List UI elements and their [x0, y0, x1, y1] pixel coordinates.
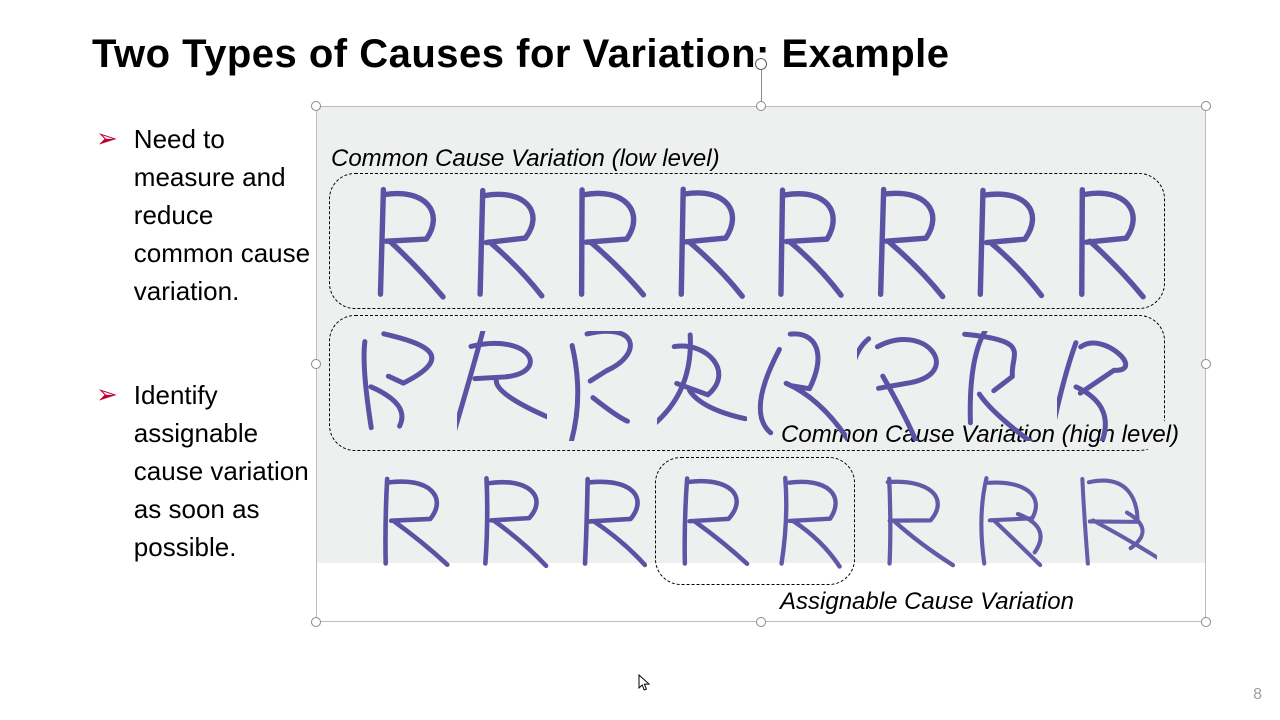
- bullet-item: ➢ Identify assignable cause variation as…: [96, 376, 316, 566]
- page-number: 8: [1253, 686, 1262, 704]
- bullet-list: ➢ Need to measure and reduce common caus…: [96, 120, 316, 632]
- slide-title: Two Types of Causes for Variation: Examp…: [92, 32, 950, 77]
- selection-handle-icon[interactable]: [311, 617, 321, 627]
- bullet-text: Need to measure and reduce common cause …: [134, 120, 316, 310]
- selection-frame[interactable]: [316, 106, 1206, 622]
- bullet-text: Identify assignable cause variation as s…: [134, 376, 316, 566]
- mouse-cursor-icon: [638, 674, 652, 692]
- rotation-handle-icon[interactable]: [755, 58, 767, 70]
- bullet-arrow-icon: ➢: [96, 120, 118, 156]
- bullet-item: ➢ Need to measure and reduce common caus…: [96, 120, 316, 310]
- selection-handle-icon[interactable]: [1201, 617, 1211, 627]
- selection-handle-icon[interactable]: [311, 359, 321, 369]
- selection-handle-icon[interactable]: [1201, 101, 1211, 111]
- selection-handle-icon[interactable]: [756, 617, 766, 627]
- selection-handle-icon[interactable]: [311, 101, 321, 111]
- selection-handle-icon[interactable]: [756, 101, 766, 111]
- bullet-arrow-icon: ➢: [96, 376, 118, 412]
- selection-handle-icon[interactable]: [1201, 359, 1211, 369]
